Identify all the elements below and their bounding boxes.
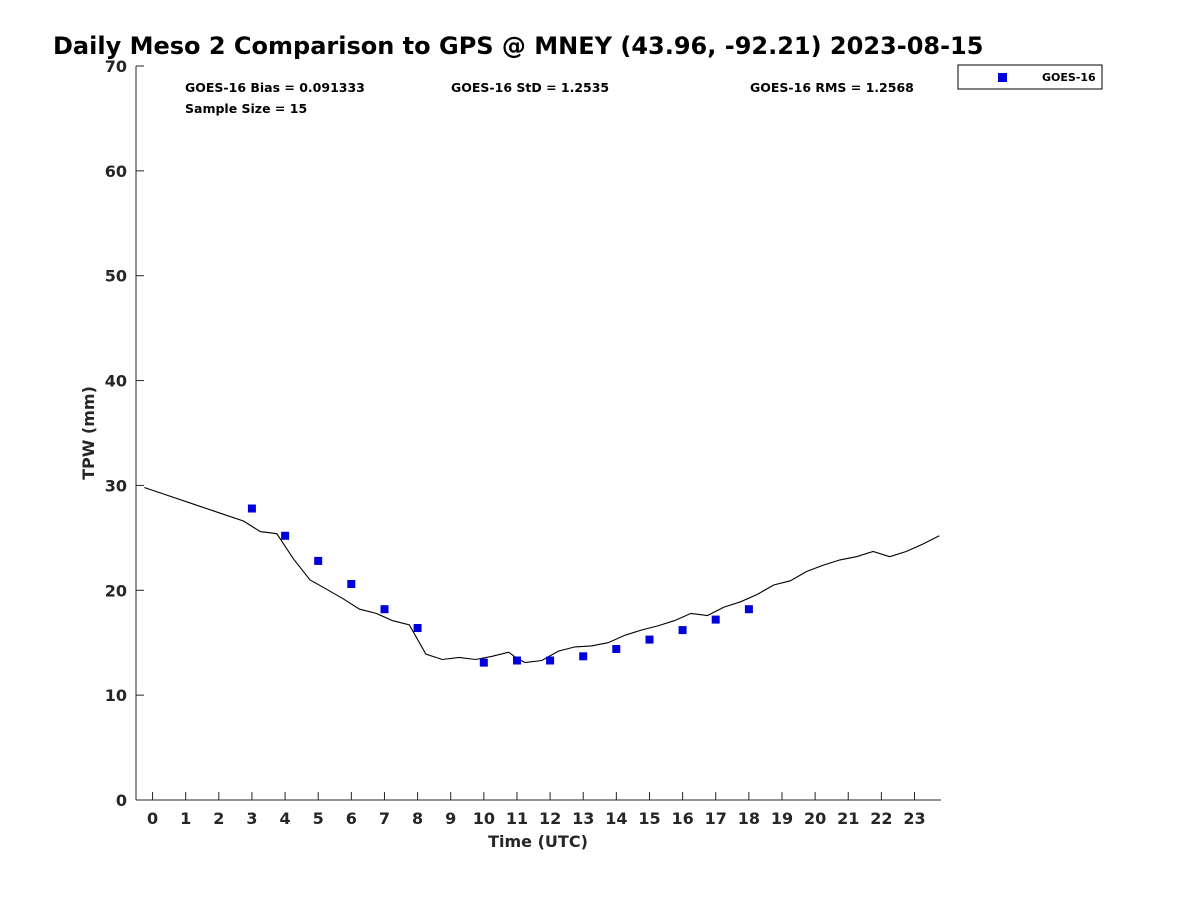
rms-annotation: GOES-16 RMS = 1.2568	[750, 80, 914, 95]
std-annotation: GOES-16 StD = 1.2535	[451, 80, 609, 95]
y-tick-label: 0	[116, 791, 127, 810]
x-tick-label: 15	[638, 809, 660, 828]
goes16-point	[579, 652, 588, 661]
legend: GOES-16	[957, 64, 1103, 90]
x-tick-label: 17	[705, 809, 727, 828]
y-tick-label: 30	[105, 476, 127, 495]
goes16-point	[314, 556, 323, 565]
x-tick-label: 20	[804, 809, 826, 828]
y-axis-label: TPW (mm)	[79, 386, 98, 480]
reference-line-layer	[144, 486, 940, 664]
x-tick-label: 6	[346, 809, 357, 828]
x-tick-label: 14	[605, 809, 627, 828]
x-tick-label: 1	[180, 809, 191, 828]
x-tick-label: 12	[539, 809, 561, 828]
legend-box	[957, 64, 1103, 90]
x-tick-label: 19	[771, 809, 793, 828]
x-axis-label: Time (UTC)	[488, 832, 588, 851]
sample-size-annotation: Sample Size = 15	[185, 101, 307, 116]
goes16-point	[380, 605, 389, 614]
goes16-point	[281, 531, 290, 540]
goes16-point	[678, 626, 687, 635]
x-tick-label: 9	[445, 809, 456, 828]
goes16-point	[247, 504, 256, 513]
bias-annotation: GOES-16 Bias = 0.091333	[185, 80, 365, 95]
goes16-point	[413, 624, 422, 632]
x-tick-label: 21	[837, 809, 859, 828]
x-tick-label: 11	[506, 809, 528, 828]
y-tick-label: 70	[105, 57, 127, 76]
gps-reference-line	[144, 486, 940, 664]
y-tick-label: 40	[105, 372, 127, 391]
y-tick-label: 60	[105, 162, 127, 181]
goes16-point	[744, 605, 753, 614]
goes16-point	[347, 580, 356, 588]
legend-marker-goes16	[998, 73, 1007, 82]
x-tick-label: 13	[572, 809, 594, 828]
axes	[135, 66, 941, 801]
y-tick-label: 10	[105, 686, 127, 705]
x-tick-label: 18	[738, 809, 760, 828]
goes16-point	[479, 658, 488, 667]
x-tick-label: 22	[870, 809, 892, 828]
x-tick-label: 5	[313, 809, 324, 828]
x-tick-label: 7	[379, 809, 390, 828]
legend-label-goes16: GOES-16	[1042, 71, 1096, 84]
goes16-point	[546, 656, 555, 665]
x-tick-label: 10	[473, 809, 495, 828]
x-tick-label: 2	[213, 809, 224, 828]
x-tick-label: 23	[903, 809, 925, 828]
y-tick-label: 20	[105, 581, 127, 600]
chart-title: Daily Meso 2 Comparison to GPS @ MNEY (4…	[53, 32, 983, 60]
goes16-point	[612, 645, 621, 653]
goes16-point	[513, 656, 521, 665]
stats-annotations: GOES-16 Bias = 0.091333 GOES-16 StD = 1.…	[185, 80, 914, 116]
goes16-point	[711, 615, 720, 624]
scatter-points-layer	[247, 504, 753, 667]
x-tick-label: 16	[671, 809, 693, 828]
y-axis-ticks: 0 10 20 30 40 50 60 70	[105, 57, 144, 810]
x-axis-ticks: 0 1 2 3 4 5 6 7 8 9 10 11 12 13 14 15 16 17 18 19 20 21 22 23	[147, 792, 926, 828]
x-tick-label: 8	[412, 809, 423, 828]
goes16-point	[645, 635, 654, 644]
y-tick-label: 50	[105, 267, 127, 286]
x-tick-label: 4	[280, 809, 291, 828]
x-tick-label: 3	[246, 809, 257, 828]
x-tick-label: 0	[147, 809, 158, 828]
